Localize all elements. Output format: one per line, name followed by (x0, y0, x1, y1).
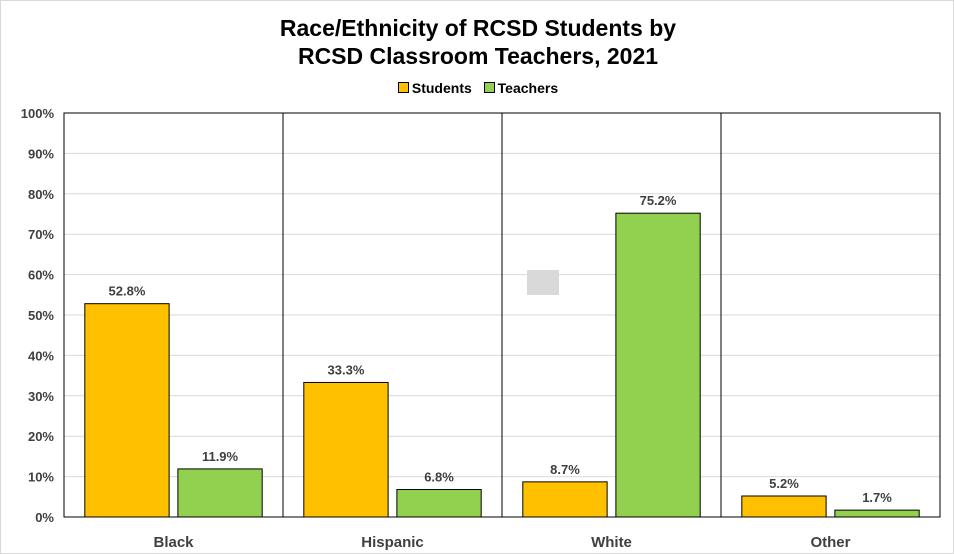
bar-students-hispanic (303, 381, 389, 518)
data-label-students-hispanic: 33.3% (328, 362, 365, 377)
legend-item-students: Students (397, 80, 472, 96)
x-category-label-hispanic: Hispanic (361, 534, 424, 551)
bar-students-white (522, 481, 608, 518)
legend-item-teachers: Teachers (483, 80, 559, 96)
y-tick-label-70-: 70% (28, 227, 54, 242)
x-category-label-black: Black (153, 534, 194, 551)
y-tick-label-0-: 0% (35, 510, 54, 525)
legend-swatch-teachers (483, 82, 495, 93)
y-tick-label-30-: 30% (28, 389, 54, 404)
x-category-label-other: Other (810, 534, 850, 551)
bar-teachers-black (177, 468, 263, 518)
y-tick-label-90-: 90% (28, 146, 54, 161)
data-label-teachers-black: 11.9% (202, 449, 239, 464)
legend-label-teachers: Teachers (497, 80, 559, 96)
data-label-students-other: 5.2% (769, 476, 799, 491)
data-label-students-black: 52.8% (109, 284, 146, 299)
chart-title-line-1: Race/Ethnicity of RCSD Students by (279, 15, 677, 41)
bar-teachers-white (615, 212, 701, 518)
bar-students-black (84, 303, 170, 518)
x-category-label-white: White (591, 534, 632, 551)
y-tick-label-60-: 60% (28, 268, 54, 283)
y-tick-label-10-: 10% (28, 470, 54, 485)
data-label-teachers-white: 75.2% (640, 193, 677, 208)
data-label-teachers-hispanic: 6.8% (424, 470, 454, 485)
chart-legend: Students Teachers (1, 80, 954, 96)
bar-teachers-other (834, 509, 920, 518)
y-tick-label-80-: 80% (28, 187, 54, 202)
placeholder-box (527, 270, 559, 295)
chart-title-line-2: RCSD Classroom Teachers, 2021 (297, 43, 659, 69)
data-label-students-white: 8.7% (550, 462, 580, 477)
legend-swatch-students (397, 82, 409, 93)
bar-teachers-hispanic (396, 489, 482, 518)
bar-students-other (741, 495, 827, 518)
y-tick-label-50-: 50% (28, 308, 54, 323)
y-tick-label-40-: 40% (28, 348, 54, 363)
legend-label-students: Students (411, 80, 472, 96)
y-tick-label-100-: 100% (21, 106, 55, 121)
y-tick-label-20-: 20% (28, 429, 54, 444)
data-label-teachers-other: 1.7% (862, 490, 892, 505)
